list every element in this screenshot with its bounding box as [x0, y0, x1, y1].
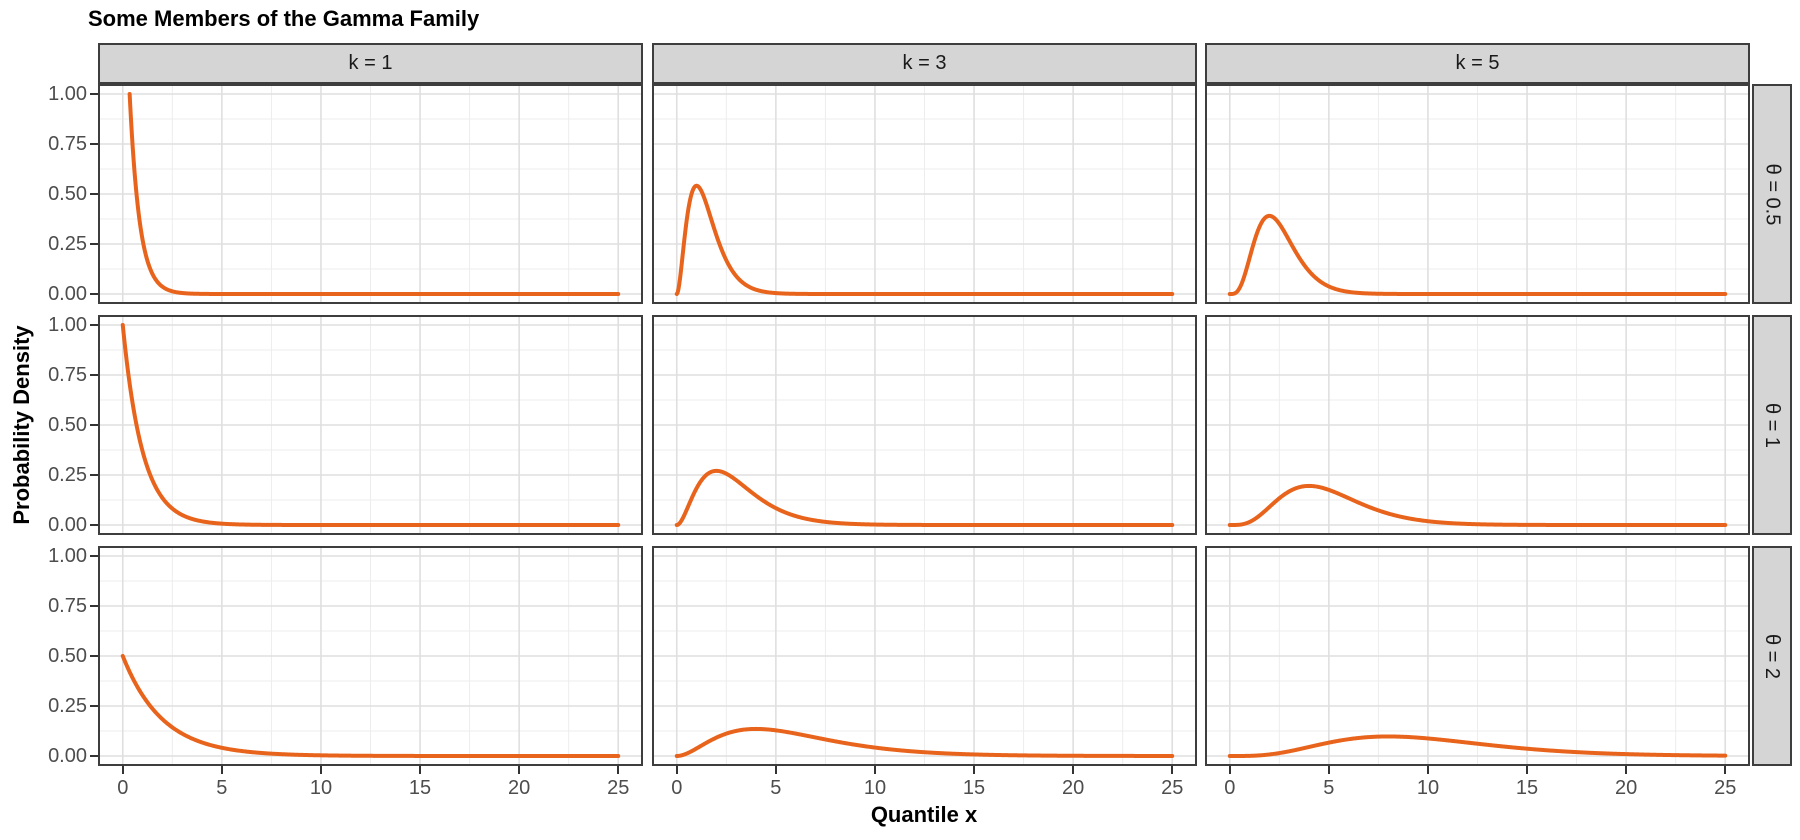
x-tick-label: 15	[408, 777, 432, 799]
x-tick-label: 15	[1515, 777, 1539, 799]
gamma-density-curve	[1227, 734, 1728, 758]
y-tick-label: 0.00	[48, 745, 87, 767]
facet-strip-row-2: θ = 1	[1752, 315, 1792, 535]
gamma-density-curve	[120, 323, 621, 527]
y-axis-tick	[90, 374, 98, 376]
y-axis-tick	[90, 424, 98, 426]
y-axis-tick	[90, 243, 98, 245]
facet-strip-row-1: θ = 0.5	[1752, 84, 1792, 304]
facet-strip-col-label: k = 5	[1455, 52, 1500, 74]
x-axis-tick	[319, 766, 322, 774]
y-tick-label: 0.25	[48, 233, 87, 255]
y-axis-tick	[90, 324, 98, 326]
panel-k3-theta0_5	[652, 84, 1197, 304]
x-tick-label: 10	[863, 777, 887, 799]
y-tick-label: 0.00	[48, 283, 87, 305]
gamma-density-curve	[674, 726, 1175, 758]
x-axis-tick	[675, 766, 678, 774]
panel-k1-theta0_5	[98, 84, 643, 304]
facet-strip-col-3: k = 5	[1205, 43, 1750, 84]
x-axis-tick	[774, 766, 777, 774]
x-tick-label: 10	[309, 777, 333, 799]
y-axis-tick	[90, 474, 98, 476]
gamma-density-curve	[674, 468, 1175, 527]
x-tick-label: 5	[216, 777, 228, 799]
panel-k5-theta0_5	[1205, 84, 1750, 304]
x-tick-label: 0	[671, 777, 683, 799]
y-tick-label: 1.00	[48, 83, 87, 105]
x-axis-tick	[1327, 766, 1330, 774]
x-tick-label: 0	[117, 777, 129, 799]
y-axis-tick	[90, 193, 98, 195]
x-axis-tick	[1072, 766, 1075, 774]
y-axis-tick	[90, 524, 98, 526]
x-axis-tick	[1526, 766, 1529, 774]
panel-k5-theta2	[1205, 546, 1750, 766]
y-tick-label: 0.00	[48, 514, 87, 536]
y-axis-tick	[90, 605, 98, 607]
x-axis-tick	[518, 766, 521, 774]
y-tick-label: 0.50	[48, 645, 87, 667]
facet-strip-col-label: k = 1	[348, 52, 393, 74]
panel-k3-theta1	[652, 315, 1197, 535]
y-tick-label: 0.25	[48, 464, 87, 486]
facet-strip-row-3: θ = 2	[1752, 546, 1792, 766]
facet-strip-col-1: k = 1	[98, 43, 643, 84]
y-tick-label: 0.50	[48, 414, 87, 436]
x-axis-tick	[1171, 766, 1174, 774]
gamma-density-curve	[127, 92, 621, 296]
x-tick-label: 25	[607, 777, 630, 799]
y-axis-tick	[90, 705, 98, 707]
panel-k1-theta1	[98, 315, 643, 535]
y-axis-tick	[90, 655, 98, 657]
x-axis-tick	[1724, 766, 1727, 774]
panel-k5-theta1	[1205, 315, 1750, 535]
x-tick-label: 0	[1224, 777, 1236, 799]
panel-k1-theta2	[98, 546, 643, 766]
y-tick-label: 0.75	[48, 595, 87, 617]
y-tick-label: 0.25	[48, 695, 87, 717]
x-axis-title: Quantile x	[870, 802, 978, 827]
facet-strip-col-label: k = 3	[902, 52, 947, 74]
x-axis-tick	[419, 766, 422, 774]
x-tick-label: 25	[1714, 777, 1737, 799]
x-tick-label: 5	[770, 777, 782, 799]
facet-strip-row-label: θ = 0.5	[1761, 163, 1784, 225]
x-axis-tick	[121, 766, 124, 774]
y-tick-label: 0.75	[48, 364, 87, 386]
y-axis-tick	[90, 555, 98, 557]
facet-strip-row-label: θ = 2	[1761, 633, 1784, 679]
x-tick-label: 5	[1323, 777, 1335, 799]
chart-title: Some Members of the Gamma Family	[88, 6, 480, 31]
y-tick-label: 1.00	[48, 314, 87, 336]
gamma-density-curve	[1227, 213, 1728, 296]
facet-strip-col-2: k = 3	[652, 43, 1197, 84]
y-tick-label: 0.50	[48, 183, 87, 205]
panel-k3-theta2	[652, 546, 1197, 766]
x-tick-label: 20	[1062, 777, 1085, 799]
facet-strip-row-label: θ = 1	[1761, 402, 1784, 448]
x-axis-tick	[1228, 766, 1231, 774]
x-tick-label: 10	[1416, 777, 1440, 799]
gamma-density-curve	[120, 654, 621, 758]
x-axis-tick	[617, 766, 620, 774]
y-axis-tick	[90, 293, 98, 295]
x-axis-tick	[1625, 766, 1628, 774]
y-axis-tick	[90, 143, 98, 145]
x-axis-tick	[220, 766, 223, 774]
y-tick-label: 0.75	[48, 133, 87, 155]
y-axis-tick	[90, 93, 98, 95]
x-tick-label: 25	[1161, 777, 1184, 799]
x-tick-label: 20	[508, 777, 531, 799]
x-axis-tick	[1426, 766, 1429, 774]
y-axis-tick	[90, 755, 98, 757]
gamma-density-curve	[674, 183, 1175, 296]
x-tick-label: 20	[1615, 777, 1638, 799]
y-tick-label: 1.00	[48, 545, 87, 567]
x-axis-tick	[973, 766, 976, 774]
x-axis-tick	[873, 766, 876, 774]
x-tick-label: 15	[962, 777, 986, 799]
gamma-density-curve	[1227, 483, 1728, 527]
